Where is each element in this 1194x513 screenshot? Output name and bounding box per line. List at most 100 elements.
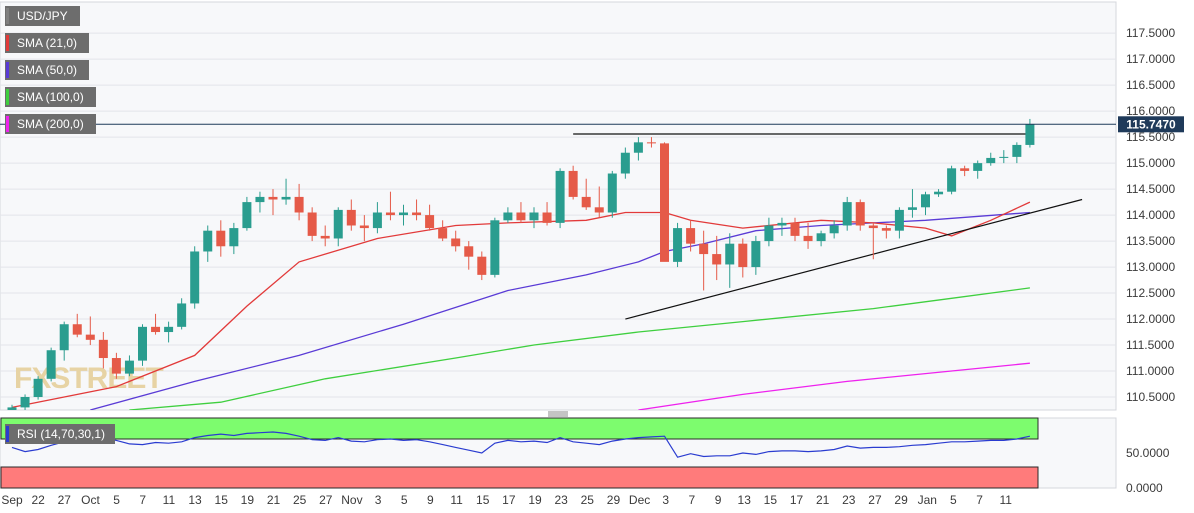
candle-body	[242, 202, 252, 229]
date-tick-label: 27	[868, 493, 882, 507]
legend-sma-50[interactable]: SMA (50,0)	[5, 60, 89, 80]
date-tick-label: 22	[31, 493, 45, 507]
date-tick-label: 23	[842, 493, 856, 507]
date-tick-label: 7	[976, 493, 983, 507]
legend-swatch	[6, 8, 9, 24]
candle-body	[255, 196, 265, 203]
date-tick-label: 11	[450, 493, 463, 507]
candle-body	[947, 168, 957, 192]
candle-body	[790, 222, 800, 236]
date-tick-label: 9	[715, 493, 722, 507]
legend-label: SMA (21,0)	[17, 36, 78, 50]
date-tick-label: 27	[58, 493, 72, 507]
candle-body	[1012, 144, 1022, 157]
price-tick-label: 117.5000	[1126, 26, 1175, 40]
candle-body	[59, 324, 69, 351]
candle-body	[842, 202, 852, 226]
candle-body	[907, 207, 917, 210]
rsi-overbought-band	[0, 417, 1039, 440]
price-tick-label: 117.0000	[1126, 52, 1175, 66]
candle-body	[921, 194, 930, 208]
legend-sma-100[interactable]: SMA (100,0)	[5, 87, 96, 107]
price-tick-label: 115.5000	[1126, 130, 1175, 144]
candle-body	[686, 228, 696, 244]
price-tick-label: 116.5000	[1126, 78, 1175, 92]
date-tick-label: 19	[241, 493, 255, 507]
candle-body	[934, 191, 944, 195]
candle-body	[320, 235, 330, 239]
date-tick-label: 17	[502, 493, 516, 507]
date-tick-label: 9	[427, 493, 434, 507]
date-tick-label: 13	[738, 493, 752, 507]
candle-body	[124, 360, 134, 374]
candle-body	[673, 228, 683, 262]
legend-sma-21[interactable]: SMA (21,0)	[5, 33, 89, 53]
candle-body	[451, 238, 461, 247]
date-tick-label: Sep	[1, 493, 23, 507]
candle-body	[581, 196, 591, 208]
candle-body	[542, 212, 552, 223]
candle-body	[33, 378, 43, 398]
candle-body	[529, 212, 539, 221]
candle-body	[960, 168, 970, 171]
candle-body	[268, 196, 278, 200]
candle-body	[464, 246, 474, 257]
candle-body	[725, 243, 735, 265]
legend-label: RSI (14,70,30,1)	[17, 427, 106, 441]
date-tick-label: 29	[894, 493, 908, 507]
date-tick-label: 25	[293, 493, 307, 507]
candle-body	[986, 157, 996, 164]
candle-body	[425, 215, 435, 229]
candle-body	[881, 228, 891, 231]
candle-body	[164, 326, 174, 333]
date-tick-label: 5	[113, 493, 120, 507]
candle-body	[764, 225, 774, 242]
candle-body	[20, 397, 30, 408]
date-tick-label: 11	[999, 493, 1012, 507]
date-tick-label: 27	[319, 493, 333, 507]
candle-body	[177, 303, 187, 327]
candle-body	[399, 212, 408, 216]
date-tick-label: Dec	[629, 493, 650, 507]
rsi-tick-label: 0.0000	[1126, 481, 1163, 495]
price-tick-label: 114.0000	[1126, 208, 1175, 222]
price-plot-area: FXSTREET	[7, 118, 1083, 410]
candle-body	[633, 142, 643, 153]
sma-21-line	[11, 201, 1031, 409]
date-tick-label: 15	[215, 493, 229, 507]
candle-body	[751, 241, 761, 268]
date-tick-label: 23	[554, 493, 568, 507]
date-tick-label: 7	[139, 493, 146, 507]
legend-label: SMA (200,0)	[17, 117, 84, 131]
legend-label: SMA (100,0)	[17, 90, 84, 104]
price-tick-label: 112.0000	[1126, 312, 1175, 326]
legend-rsi[interactable]: RSI (14,70,30,1)	[5, 424, 115, 444]
date-tick-label: 7	[689, 493, 696, 507]
candle-body	[568, 170, 578, 197]
candle-body	[98, 339, 108, 359]
date-tick-label: 21	[816, 493, 830, 507]
candle-body	[607, 173, 617, 213]
candle-body	[490, 220, 500, 275]
candle-body	[829, 225, 839, 234]
date-tick-label: Jan	[918, 493, 937, 507]
date-tick-label: 5	[950, 493, 957, 507]
legend-sma-200[interactable]: SMA (200,0)	[5, 114, 96, 134]
legend-swatch	[6, 35, 9, 51]
candle-body	[803, 235, 813, 242]
candle-body	[307, 212, 317, 236]
legend-swatch	[6, 116, 9, 132]
legend-label: SMA (50,0)	[17, 63, 78, 77]
legend-swatch	[6, 62, 9, 78]
candle-body	[372, 212, 382, 229]
candle-body	[555, 170, 565, 223]
price-tick-label: 114.5000	[1126, 182, 1175, 196]
candle-body	[516, 212, 526, 221]
price-tick-label: 115.0000	[1126, 156, 1175, 170]
legend-usdjpy[interactable]: USD/JPY	[5, 6, 80, 26]
date-tick-label: 15	[476, 493, 490, 507]
legend-swatch	[6, 426, 9, 442]
candle-body	[777, 222, 787, 226]
candle-body	[294, 196, 304, 213]
